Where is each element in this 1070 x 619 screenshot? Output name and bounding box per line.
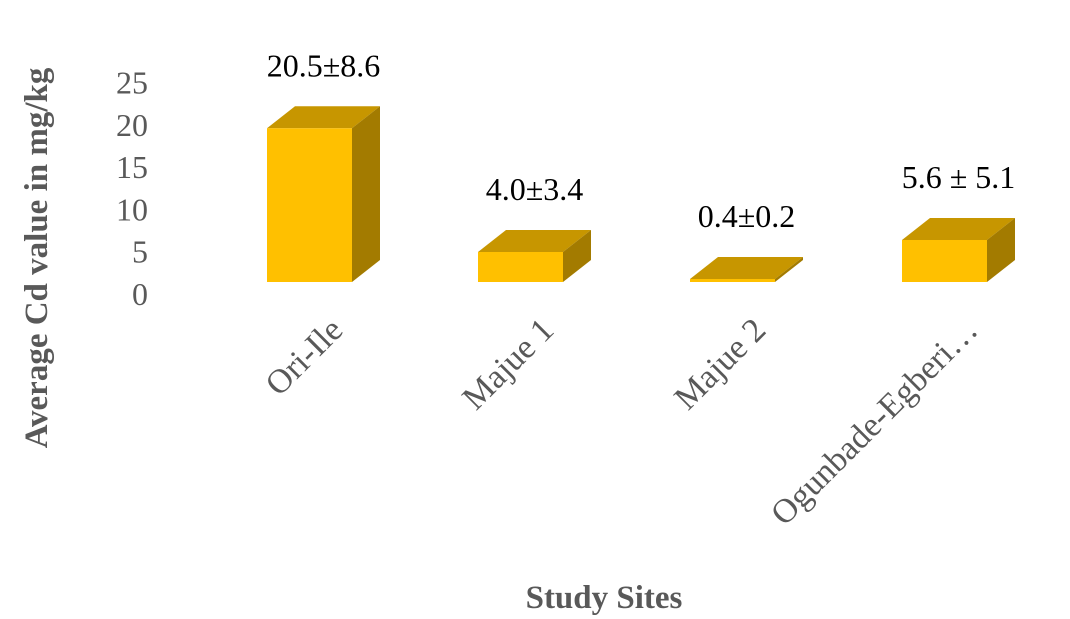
bar-top (902, 218, 1015, 240)
category-label-4: Ogunbade-Egberi… (764, 311, 985, 532)
y-tick-label: 10 (116, 191, 148, 227)
category-label-1: Ori-Ile (259, 311, 351, 403)
bar-3 (690, 257, 803, 282)
x-axis-title: Study Sites (526, 580, 683, 616)
bar-top (690, 257, 803, 279)
data-label-3: 0.4±0.2 (698, 198, 796, 234)
bar-2 (478, 230, 591, 282)
bar-front (902, 240, 987, 282)
data-label-2: 4.0±3.4 (486, 171, 584, 207)
y-tick-label: 25 (116, 65, 148, 101)
data-labels: 20.5±8.6 4.0±3.4 0.4±0.2 5.6 ± 5.1 (267, 47, 1016, 234)
bar-top (267, 106, 380, 129)
y-tick-label: 5 (132, 234, 148, 270)
category-labels: Ori-Ile Majue 1 Majue 2Ogunbade-Egberi… (259, 311, 986, 532)
bar-front (690, 279, 775, 282)
data-label-4: 5.6 ± 5.1 (902, 159, 1016, 195)
bar-side (563, 230, 591, 282)
bar-front (267, 128, 352, 282)
y-tick-label: 15 (116, 149, 148, 185)
bar-side (987, 218, 1015, 282)
bar-front (478, 252, 563, 282)
category-label-2: Majue 1 (456, 311, 562, 417)
bar-side (352, 106, 380, 282)
bar-top (478, 230, 591, 252)
bar-1 (267, 106, 380, 282)
category-label-3: Majue 2 (668, 311, 774, 417)
y-tick-label: 20 (116, 107, 148, 143)
y-tick-label: 0 (132, 276, 148, 312)
y-axis-title: Average Cd value in mg/kg (19, 67, 55, 448)
bars-group (267, 106, 1015, 282)
bar-4 (902, 218, 1015, 282)
y-axis-ticks: 0 5 10 15 20 25 (116, 65, 148, 313)
data-label-1: 20.5±8.6 (267, 47, 381, 83)
bar-side (775, 257, 803, 282)
